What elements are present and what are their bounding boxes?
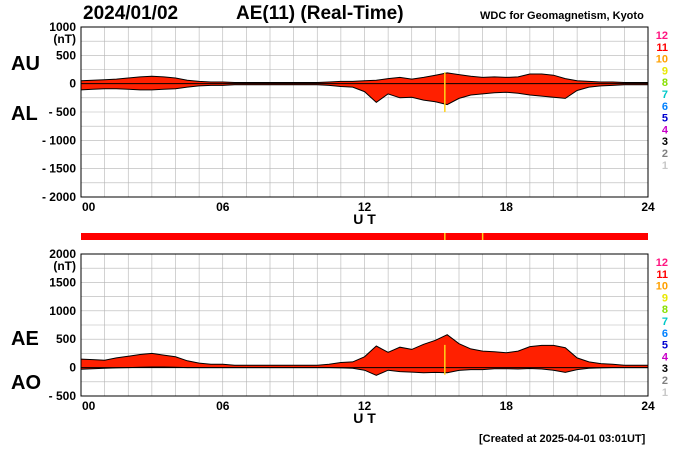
station-count-10: 10 bbox=[656, 54, 668, 66]
station-count-12: 12 bbox=[656, 30, 668, 42]
plot-frame bbox=[80, 253, 649, 397]
series-line-ae bbox=[80, 334, 648, 366]
ao-label: AO bbox=[11, 372, 41, 394]
station-count-10: 10 bbox=[656, 281, 668, 293]
plot-frame bbox=[80, 26, 649, 198]
x-tick-label: 06 bbox=[216, 399, 230, 413]
x-axis-label: U T bbox=[353, 410, 376, 426]
station-count-2: 2 bbox=[662, 375, 668, 387]
source-label: WDC for Geomagnetism, Kyoto bbox=[480, 10, 644, 22]
station-count-1: 1 bbox=[662, 160, 668, 172]
y-tick-label: - 500 bbox=[49, 389, 77, 403]
station-count-band bbox=[81, 233, 648, 240]
au-label: AU bbox=[11, 53, 40, 75]
y-tick-label: 2000 bbox=[49, 247, 76, 261]
station-count-2: 2 bbox=[662, 148, 668, 160]
station-count-11: 11 bbox=[656, 42, 668, 54]
area-fill-au-al bbox=[81, 72, 648, 105]
x-tick-label: 06 bbox=[216, 200, 230, 214]
series-line-au bbox=[80, 72, 648, 83]
date-title: 2024/01/02 bbox=[83, 3, 179, 24]
series-line-al bbox=[80, 84, 648, 106]
x-tick-label: 00 bbox=[82, 399, 96, 413]
x-tick-label: 12 bbox=[358, 399, 372, 413]
station-count-11: 11 bbox=[656, 269, 668, 281]
station-count-6: 6 bbox=[662, 101, 668, 113]
x-tick-label: 18 bbox=[500, 200, 514, 214]
y-tick-label: 1500 bbox=[49, 275, 76, 289]
station-count-6: 6 bbox=[662, 328, 668, 340]
unit-label: (nT) bbox=[53, 259, 76, 273]
station-count-5: 5 bbox=[662, 113, 668, 125]
station-count-3: 3 bbox=[662, 136, 668, 148]
y-tick-label: 0 bbox=[69, 77, 76, 91]
x-tick-label: 24 bbox=[641, 399, 655, 413]
y-tick-label: 1000 bbox=[49, 304, 76, 318]
station-count-1: 1 bbox=[662, 387, 668, 399]
station-count-4: 4 bbox=[662, 351, 669, 363]
chart-title: AE(11) (Real-Time) bbox=[236, 3, 404, 24]
x-axis-label: U T bbox=[353, 211, 376, 227]
station-count-7: 7 bbox=[662, 316, 668, 328]
ae-label: AE bbox=[11, 328, 39, 350]
station-count-4: 4 bbox=[662, 124, 669, 136]
station-count-9: 9 bbox=[662, 65, 668, 77]
station-count-5: 5 bbox=[662, 340, 668, 352]
al-label: AL bbox=[11, 103, 38, 125]
y-tick-label: - 1500 bbox=[42, 162, 76, 176]
y-tick-label: 1000 bbox=[49, 20, 76, 34]
station-count-8: 8 bbox=[662, 304, 668, 316]
y-tick-label: 500 bbox=[56, 48, 76, 62]
x-tick-label: 18 bbox=[500, 399, 514, 413]
y-tick-label: 0 bbox=[69, 361, 76, 375]
x-tick-label: 24 bbox=[641, 200, 655, 214]
station-count-7: 7 bbox=[662, 89, 668, 101]
y-tick-label: - 2000 bbox=[42, 190, 76, 204]
y-tick-label: 500 bbox=[56, 332, 76, 346]
x-tick-label: 12 bbox=[358, 200, 372, 214]
unit-label: (nT) bbox=[53, 32, 76, 46]
x-tick-label: 00 bbox=[82, 200, 96, 214]
y-tick-label: - 500 bbox=[49, 105, 77, 119]
created-timestamp: [Created at 2025-04-01 03:01UT] bbox=[479, 433, 646, 445]
station-count-9: 9 bbox=[662, 292, 668, 304]
area-fill-ae-ao bbox=[81, 334, 648, 376]
station-count-3: 3 bbox=[662, 363, 668, 375]
station-count-8: 8 bbox=[662, 77, 668, 89]
y-tick-label: - 1000 bbox=[42, 133, 76, 147]
station-count-12: 12 bbox=[656, 257, 668, 269]
